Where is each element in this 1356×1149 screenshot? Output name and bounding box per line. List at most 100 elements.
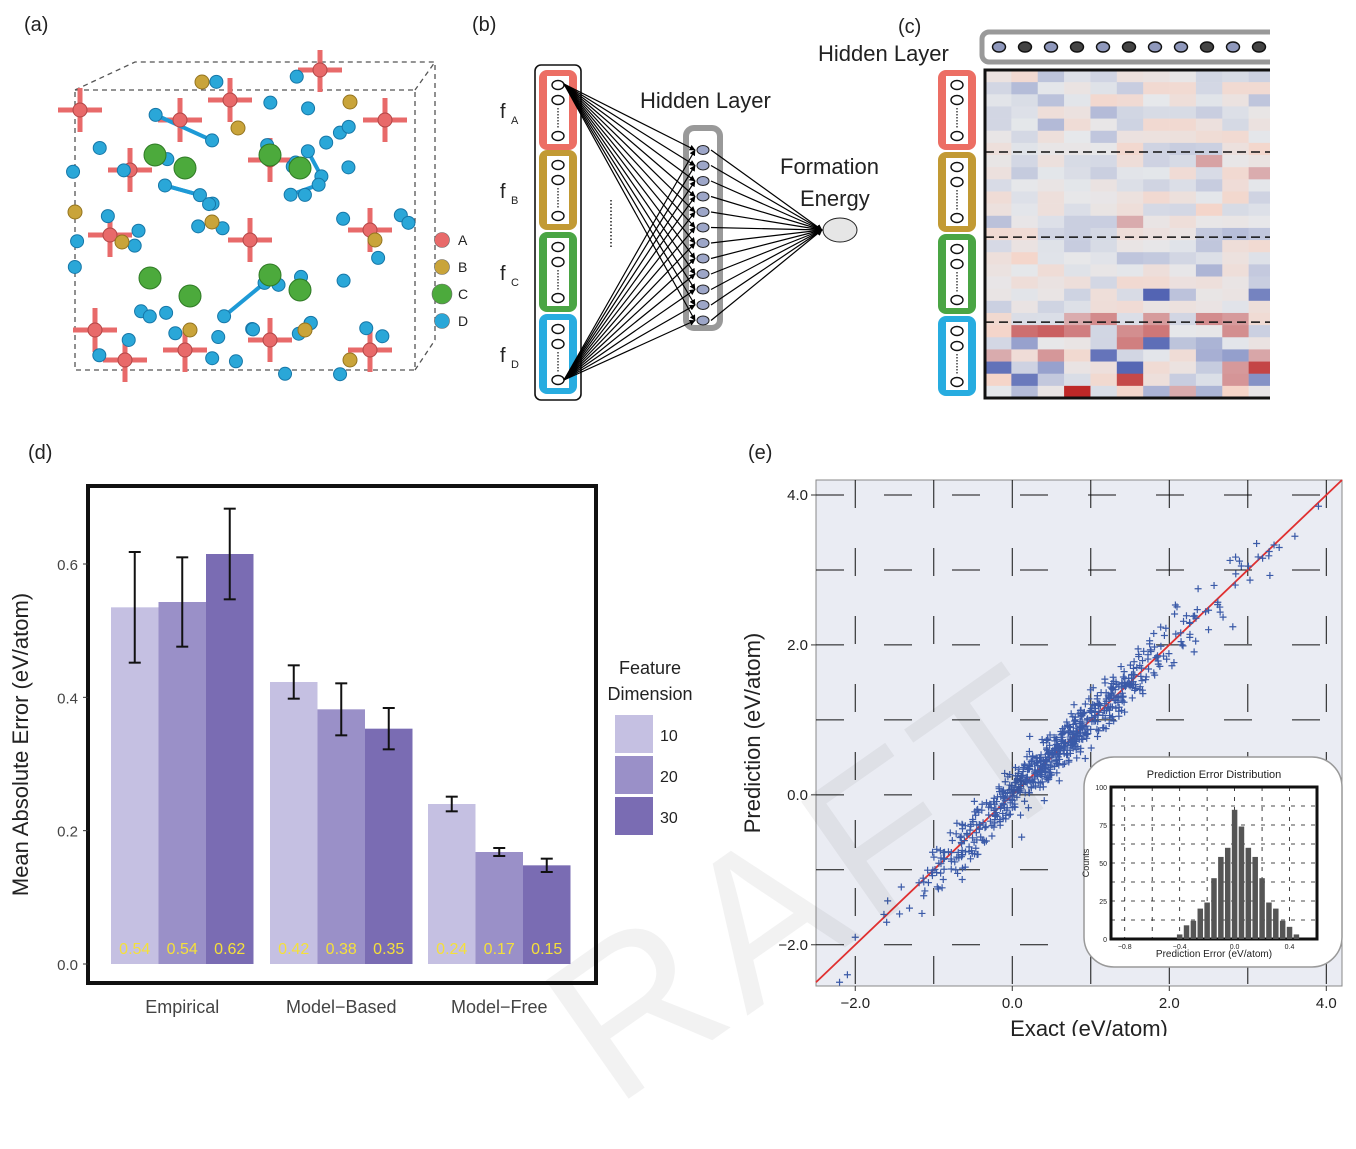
heatmap-cell (1090, 276, 1118, 289)
heatmap-hidden-frame (979, 29, 1270, 65)
heatmap-cell (1064, 337, 1091, 350)
heatmap-cell (1143, 94, 1170, 107)
data-label: 0.54 (167, 941, 198, 958)
heatmap-cell (1090, 325, 1118, 338)
legend-label-b: B (458, 259, 467, 275)
c-atom (288, 156, 312, 180)
heatmap-cell (1222, 106, 1249, 119)
heatmap-cell (1116, 240, 1144, 253)
legend-label-a: A (458, 232, 468, 248)
d-atom (375, 329, 390, 344)
heatmap-cell (1222, 167, 1249, 180)
heatmap-cell (1116, 179, 1144, 192)
heatmap-cell (1011, 70, 1039, 83)
d-atom (142, 309, 157, 324)
heatmap-cell (1116, 70, 1144, 83)
data-point (986, 800, 994, 808)
legend-swatch (615, 797, 653, 835)
hidden-connection (710, 195, 823, 232)
heatmap-cell (1064, 385, 1091, 399)
data-point (921, 887, 929, 895)
x-tick-label: 0.0 (1002, 995, 1023, 1012)
d-atom (319, 135, 334, 150)
input-connection (563, 83, 696, 228)
heatmap-cell (1143, 337, 1170, 350)
data-point (956, 834, 964, 842)
heatmap-cell (1195, 191, 1223, 204)
d-atom (228, 354, 243, 369)
heatmap-cell (1064, 106, 1091, 119)
input-connection (563, 83, 696, 244)
heatmap-cell (1195, 215, 1223, 229)
data-point (1121, 675, 1129, 683)
heatmap-cell (1143, 167, 1170, 180)
heatmap-input-node (950, 94, 964, 106)
data-point (1178, 641, 1186, 649)
heatmap-cell (1169, 276, 1197, 289)
data-point (1087, 744, 1095, 752)
data-point (1094, 711, 1102, 719)
heatmap-cell (1143, 227, 1170, 241)
input-connection (563, 289, 696, 381)
data-point (1031, 768, 1039, 776)
data-point (1038, 772, 1046, 780)
heatmap-cell (985, 167, 1012, 180)
data-point (1059, 760, 1067, 768)
heatmap-cell (985, 191, 1012, 204)
y-tick-label: 0.2 (57, 824, 78, 841)
heatmap-cell (1143, 373, 1170, 387)
output-node (822, 217, 858, 243)
data-point (930, 853, 938, 861)
data-point (1070, 701, 1078, 709)
heatmap-cell (1116, 361, 1144, 375)
hidden-node (696, 269, 710, 279)
heatmap-cell (1116, 155, 1144, 168)
heatmap-cell (1116, 191, 1144, 204)
data-point (1074, 710, 1082, 718)
x-tick-label: 2.0 (1159, 995, 1180, 1012)
d-atom (401, 215, 416, 230)
data-point (1112, 704, 1120, 712)
heatmap-cell (1037, 349, 1065, 362)
heatmap-cell (1248, 240, 1270, 253)
heatmap-cell (1169, 167, 1197, 180)
heatmap-cell (1222, 276, 1249, 289)
heatmap-cell (1064, 276, 1091, 289)
data-point (972, 811, 980, 819)
heatmap-cell (1169, 191, 1197, 204)
data-point (1024, 804, 1032, 812)
data-point (969, 815, 977, 823)
heatmap-cell (1143, 300, 1170, 314)
d-atom (121, 332, 136, 347)
heatmap-cell (1169, 312, 1197, 326)
data-point (1043, 744, 1051, 752)
data-point (1034, 767, 1042, 775)
a-atom (262, 332, 278, 348)
data-point (1138, 677, 1146, 685)
data-point (1037, 751, 1045, 759)
data-point (1120, 668, 1128, 676)
heatmap-input-node (950, 258, 964, 270)
heatmap-cell (1116, 82, 1144, 95)
heatmap-cell (1169, 264, 1197, 277)
data-point (947, 855, 955, 863)
heatmap-cell (1143, 142, 1170, 156)
input-connection (563, 164, 696, 381)
d-atom (148, 107, 163, 122)
inset-title: Prediction Error Distribution (1147, 769, 1282, 781)
heatmap-cell (1090, 142, 1118, 156)
heatmap-cell (1037, 179, 1065, 192)
d-atom (92, 348, 107, 363)
data-point (1027, 757, 1035, 765)
heatmap-hidden-label: Hidden Layer (818, 41, 949, 66)
heatmap-cell (1222, 264, 1249, 277)
heatmap-cell (1195, 337, 1223, 350)
heatmap-cell (1037, 142, 1065, 156)
heatmap-cell (1037, 227, 1065, 241)
data-point (1068, 731, 1076, 739)
heatmap-cell (1064, 94, 1091, 107)
heatmap-cell (1143, 276, 1170, 289)
data-point (1048, 758, 1056, 766)
data-point (1100, 724, 1108, 732)
data-point (1237, 562, 1245, 570)
